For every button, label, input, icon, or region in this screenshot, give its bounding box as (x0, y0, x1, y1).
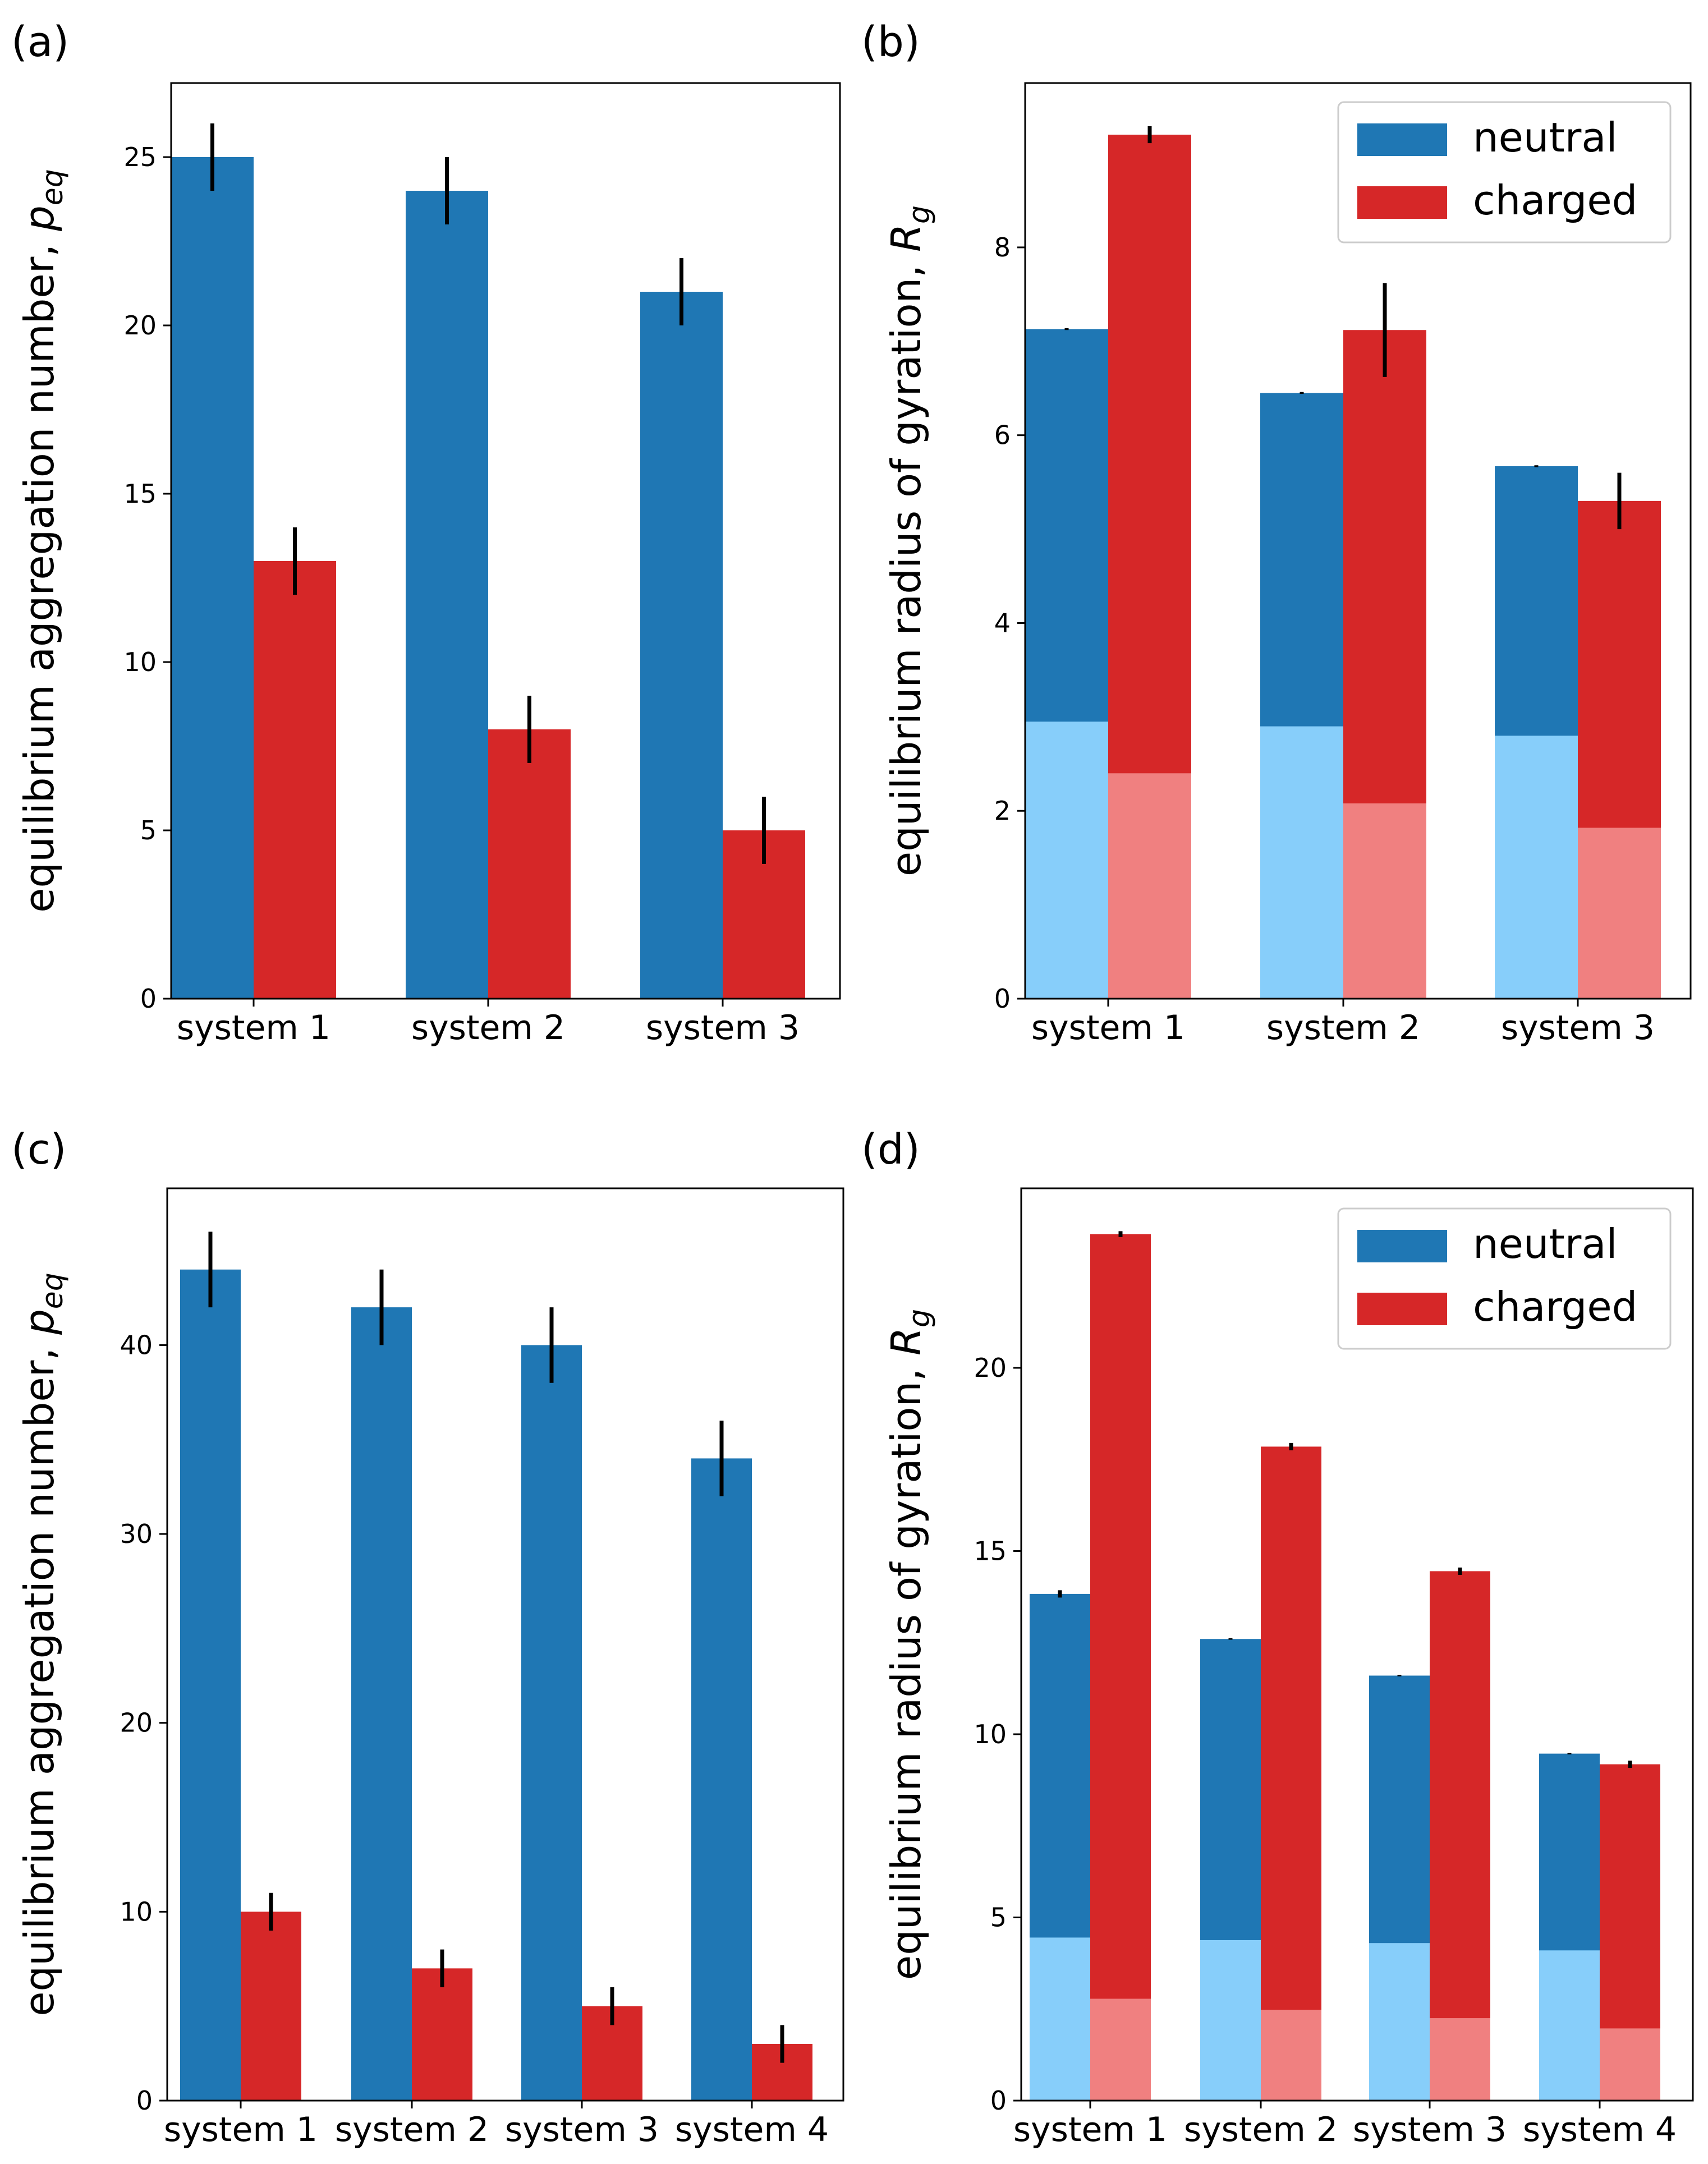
bar-inner-charged-system-3 (1578, 828, 1661, 999)
bar-charged-system-1 (1090, 1234, 1151, 2101)
axes-frame (170, 82, 841, 1000)
bar-inner-neutral-system-1 (1030, 1937, 1090, 2101)
panel-label: (d) (861, 1125, 920, 1174)
panel-label: (c) (11, 1125, 66, 1174)
y-tick-label: 0 (140, 984, 157, 1014)
y-tick-label: 0 (994, 984, 1011, 1014)
legend-swatch-charged (1357, 1293, 1447, 1325)
y-tick-label: 10 (120, 1896, 153, 1927)
x-tick-label: system 1 (164, 2110, 318, 2149)
bar-inner-charged-system-3 (1430, 2018, 1490, 2101)
panel-a: (a) system 1 system 2 system 3 0 5 10 15 20 25 equ… (11, 18, 841, 1047)
x-tick-label: system 4 (675, 2110, 829, 2149)
panel-d: (d) system 1 system 2 system 3 system 4 0 5 10 1… (861, 1125, 1694, 2149)
legend-label-neutral: neutral (1473, 114, 1618, 161)
axes-frame (1020, 1187, 1694, 2102)
y-tick-label: 5 (140, 815, 157, 846)
bar-inner-charged-system-1 (1108, 773, 1191, 999)
y-tick-label: 20 (974, 1353, 1007, 1383)
y-tick-label: 0 (990, 2085, 1007, 2116)
legend-label-charged: charged (1473, 1283, 1637, 1330)
y-tick-label: 40 (120, 1330, 153, 1360)
x-tick-label: system 2 (1184, 2110, 1338, 2149)
y-tick-label: 15 (974, 1536, 1007, 1566)
bar-inner-neutral-system-2 (1260, 726, 1343, 999)
bar-neutral-system-2 (351, 1307, 412, 2101)
axes-frame (1024, 82, 1692, 1000)
y-tick-label: 20 (123, 310, 157, 341)
y-tick-label: 0 (136, 2085, 153, 2116)
bar-neutral-system-1 (171, 157, 254, 999)
bar-inner-charged-system-4 (1600, 2028, 1660, 2101)
x-tick-label: system 2 (1266, 1008, 1420, 1047)
y-axis-label: equilibrium radius of gyration, Rg (883, 205, 936, 876)
bar-inner-neutral-system-3 (1369, 1943, 1430, 2101)
bar-neutral-system-2 (406, 191, 488, 999)
bar-inner-charged-system-1 (1090, 1998, 1151, 2101)
y-tick-label: 25 (123, 142, 157, 172)
x-tick-label: system 2 (335, 2110, 489, 2149)
x-tick-label: system 3 (646, 1008, 800, 1047)
bar-inner-neutral-system-3 (1495, 736, 1578, 999)
y-axis-label: equilibrium aggregation number, peq (16, 1272, 70, 2016)
x-tick-label: system 1 (1013, 2110, 1167, 2149)
legend-swatch-charged (1357, 186, 1447, 219)
y-axis-label: equilibrium radius of gyration, Rg (883, 1309, 936, 1980)
bar-inner-neutral-system-2 (1200, 1940, 1261, 2101)
y-axis-label: equilibrium aggregation number, peq (16, 169, 70, 913)
bar-neutral-system-1 (180, 1269, 241, 2101)
x-tick-label: system 3 (1353, 2110, 1507, 2149)
x-tick-label: system 4 (1523, 2110, 1677, 2149)
bar-charged-system-2 (1261, 1446, 1321, 2101)
y-tick-label: 10 (123, 647, 157, 677)
y-tick-label: 10 (974, 1719, 1007, 1749)
panel-b: (b) system 1 system 2 system 3 0 2 4 6 8 equilibr… (861, 18, 1692, 1047)
x-tick-label: system 3 (505, 2110, 659, 2149)
y-tick-label: 8 (994, 232, 1011, 263)
bar-neutral-system-4 (691, 1458, 752, 2101)
legend-label-charged: charged (1473, 177, 1637, 224)
bar-inner-neutral-system-1 (1025, 722, 1108, 999)
y-tick-label: 4 (994, 608, 1011, 638)
legend: neutral charged (1337, 1207, 1672, 1350)
bar-inner-charged-system-2 (1261, 2010, 1321, 2101)
panel-c: (c) system 1 system 2 system 3 system 4 0 10 20… (11, 1125, 844, 2149)
bar-inner-charged-system-2 (1343, 803, 1426, 999)
x-tick-label: system 1 (177, 1008, 330, 1047)
bar-charged-system-3 (1430, 1571, 1490, 2101)
panel-label: (a) (11, 18, 69, 66)
x-tick-label: system 3 (1501, 1008, 1655, 1047)
y-tick-label: 30 (120, 1519, 153, 1549)
legend-swatch-neutral (1357, 123, 1447, 156)
y-tick-label: 5 (990, 1902, 1007, 1932)
x-tick-label: system 2 (411, 1008, 565, 1047)
bar-charged-system-1 (241, 1912, 301, 2101)
legend-label-neutral: neutral (1473, 1220, 1618, 1267)
bar-charged-system-2 (412, 1968, 472, 2101)
panel-label: (b) (861, 18, 920, 66)
bar-neutral-system-3 (521, 1345, 582, 2101)
y-tick-label: 15 (123, 479, 157, 509)
bar-inner-neutral-system-4 (1539, 1950, 1600, 2101)
bar-charged-system-1 (254, 561, 336, 999)
y-tick-label: 6 (994, 420, 1011, 451)
legend: neutral charged (1337, 101, 1672, 243)
bar-neutral-system-3 (640, 292, 723, 999)
bar-charged-system-2 (488, 729, 571, 999)
y-tick-label: 2 (994, 796, 1011, 826)
x-tick-label: system 1 (1031, 1008, 1185, 1047)
axes-frame (166, 1187, 844, 2102)
y-tick-label: 20 (120, 1708, 153, 1738)
legend-swatch-neutral (1357, 1230, 1447, 1262)
